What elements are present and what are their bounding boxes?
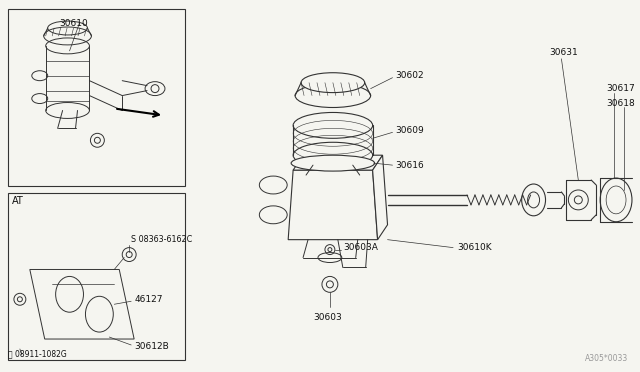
Ellipse shape: [606, 186, 626, 214]
Ellipse shape: [527, 192, 540, 208]
Ellipse shape: [600, 178, 632, 222]
Ellipse shape: [291, 155, 374, 171]
Text: 30603A: 30603A: [343, 243, 378, 252]
Text: 30616: 30616: [396, 161, 424, 170]
Polygon shape: [30, 269, 134, 339]
Text: A305*0033: A305*0033: [585, 355, 628, 363]
Text: 30610K: 30610K: [457, 243, 492, 252]
Ellipse shape: [293, 142, 372, 168]
Text: 30609: 30609: [396, 126, 424, 135]
Text: 30603: 30603: [313, 312, 342, 322]
Circle shape: [568, 190, 588, 210]
Text: 46127: 46127: [134, 295, 163, 304]
Text: S 08363-6162C: S 08363-6162C: [131, 235, 193, 244]
Polygon shape: [288, 170, 378, 240]
Polygon shape: [372, 155, 388, 240]
Bar: [8, 193, 185, 360]
Text: 30602: 30602: [396, 71, 424, 80]
Ellipse shape: [259, 206, 287, 224]
Ellipse shape: [293, 112, 372, 138]
Text: 30617: 30617: [606, 84, 635, 93]
Bar: [8, 9, 185, 186]
Ellipse shape: [522, 184, 545, 216]
Text: ⓝ 08911-1082G: ⓝ 08911-1082G: [8, 349, 67, 359]
Text: AT: AT: [12, 196, 24, 206]
Text: 30618: 30618: [606, 99, 635, 108]
Text: 30631: 30631: [550, 48, 579, 57]
Ellipse shape: [259, 176, 287, 194]
Text: 30610: 30610: [60, 19, 88, 28]
Text: 30612B: 30612B: [134, 343, 169, 352]
Polygon shape: [293, 155, 383, 170]
Ellipse shape: [295, 84, 371, 108]
Ellipse shape: [301, 73, 365, 93]
